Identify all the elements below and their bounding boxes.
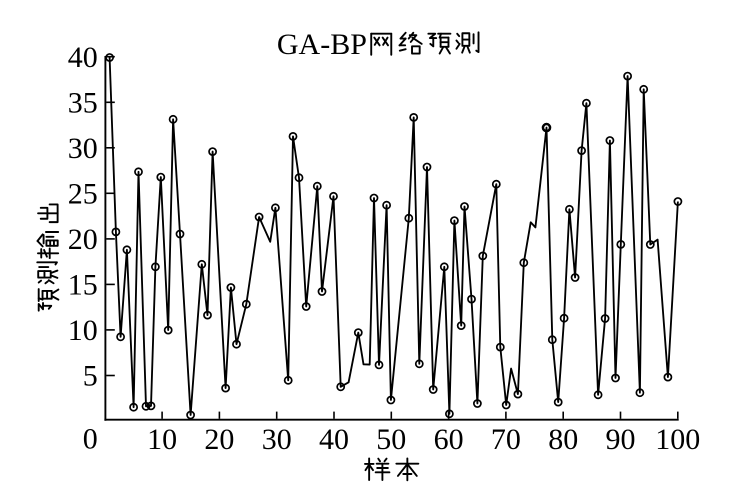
svg-text:100: 100: [655, 423, 700, 456]
svg-text:GA-BP: GA-BP: [277, 28, 367, 61]
svg-text:50: 50: [376, 423, 406, 456]
svg-text:40: 40: [68, 41, 98, 74]
svg-text:35: 35: [68, 87, 98, 120]
svg-text:80: 80: [548, 423, 578, 456]
svg-text:10: 10: [147, 423, 177, 456]
svg-text:20: 20: [204, 423, 234, 456]
svg-text:10: 10: [68, 314, 98, 347]
svg-text:25: 25: [68, 178, 98, 211]
svg-text:40: 40: [319, 423, 349, 456]
svg-text:20: 20: [68, 223, 98, 256]
svg-text:30: 30: [68, 132, 98, 165]
svg-text:30: 30: [262, 423, 292, 456]
svg-text:5: 5: [83, 360, 98, 393]
svg-text:70: 70: [491, 423, 521, 456]
svg-text:60: 60: [434, 423, 464, 456]
svg-text:0: 0: [83, 423, 98, 456]
svg-text:90: 90: [606, 423, 636, 456]
svg-text:15: 15: [68, 269, 98, 302]
